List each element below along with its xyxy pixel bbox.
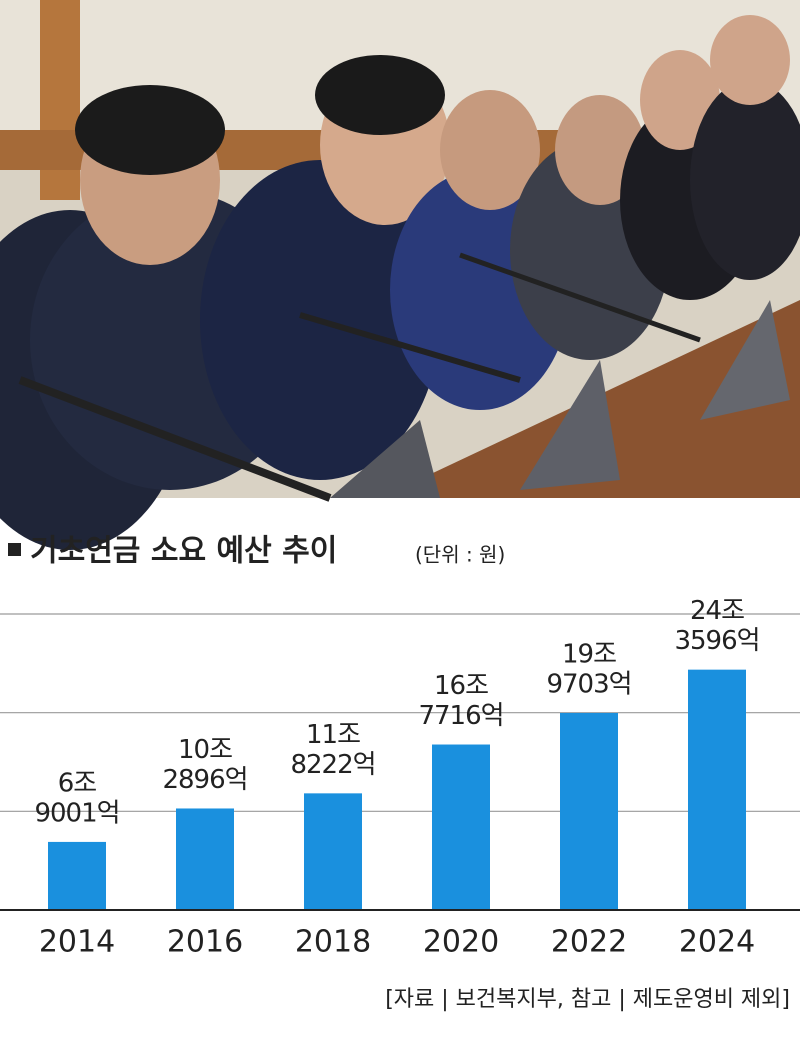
value-label: 10조	[178, 735, 232, 765]
x-tick-label: 2018	[295, 925, 371, 960]
value-label: 9703억	[546, 669, 631, 699]
x-tick-label: 2016	[167, 925, 243, 960]
value-label: 11조	[306, 720, 360, 750]
title-marker	[8, 543, 21, 556]
chart-title: 기초연금 소요 예산 추이	[30, 534, 337, 569]
value-label: 24조	[690, 596, 744, 626]
x-tick-label: 2022	[551, 925, 627, 960]
bar	[688, 669, 746, 910]
bar	[432, 744, 490, 910]
value-label: 8222억	[290, 750, 375, 780]
bar	[176, 808, 234, 910]
source-note: [자료 | 보건복지부, 참고 | 제도운영비 제외]	[385, 987, 790, 1012]
value-label: 9001억	[34, 798, 119, 828]
chart-subtitle: (단위 : 원)	[415, 543, 505, 567]
value-label: 2896억	[162, 765, 247, 795]
value-label: 3596억	[674, 626, 759, 656]
photo	[0, 0, 800, 550]
x-tick-label: 2020	[423, 925, 499, 960]
x-tick-label: 2014	[39, 925, 115, 960]
value-label: 7716억	[418, 701, 503, 731]
x-tick-label: 2024	[679, 925, 755, 960]
bar	[560, 712, 618, 910]
value-label: 16조	[434, 671, 488, 701]
value-label: 6조	[58, 768, 97, 798]
value-label: 19조	[562, 639, 616, 669]
bar	[304, 793, 362, 910]
bar	[48, 841, 106, 910]
